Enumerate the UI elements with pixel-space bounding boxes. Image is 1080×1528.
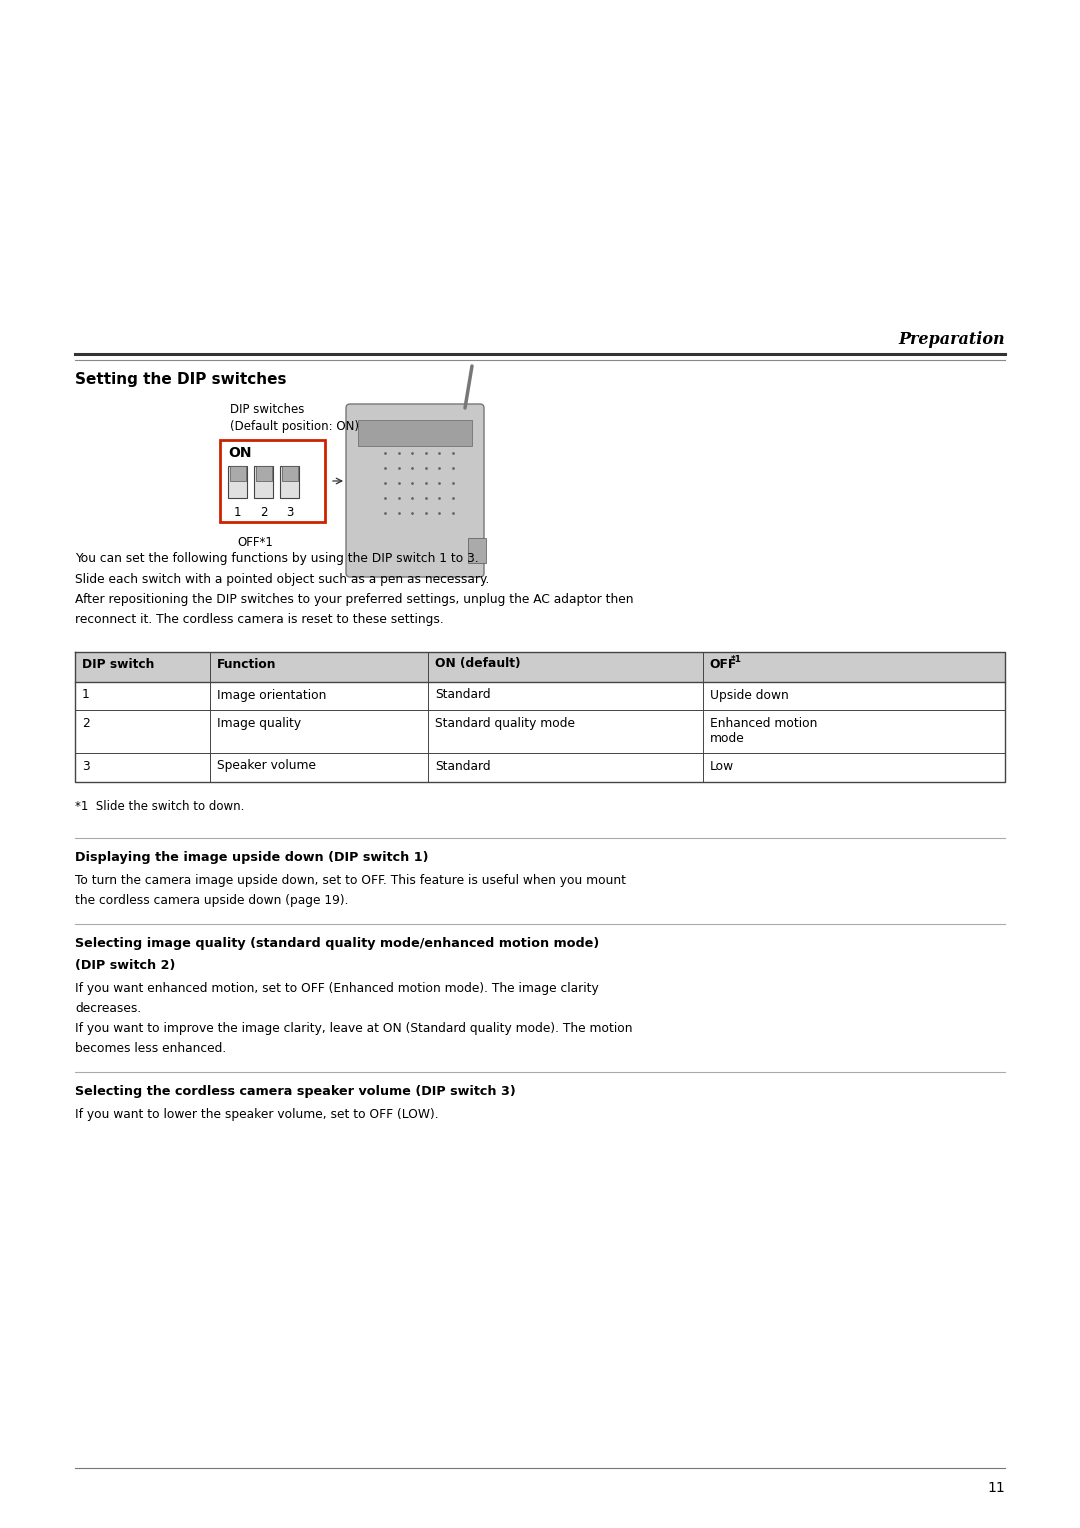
Text: (DIP switch 2): (DIP switch 2) (75, 958, 175, 972)
FancyBboxPatch shape (346, 403, 484, 578)
Text: Standard: Standard (435, 689, 491, 701)
Text: becomes less enhanced.: becomes less enhanced. (75, 1042, 226, 1054)
Bar (75, 753, 1005, 781)
Text: 3: 3 (286, 506, 293, 518)
Bar (75, 652, 1005, 681)
Text: Speaker volume: Speaker volume (217, 759, 315, 773)
Text: Function: Function (217, 657, 276, 671)
Text: If you want to improve the image clarity, leave at ON (Standard quality mode). T: If you want to improve the image clarity… (75, 1022, 633, 1034)
Text: Displaying the image upside down (DIP switch 1): Displaying the image upside down (DIP sw… (75, 851, 429, 863)
Text: DIP switches
(Default position: ON): DIP switches (Default position: ON) (230, 403, 359, 432)
Text: Upside down: Upside down (710, 689, 788, 701)
Text: Selecting image quality (standard quality mode/enhanced motion mode): Selecting image quality (standard qualit… (75, 937, 599, 950)
Text: Standard: Standard (435, 759, 491, 773)
Text: decreases.: decreases. (75, 1002, 141, 1015)
Text: 2: 2 (82, 717, 90, 730)
Bar (357, 420, 472, 446)
Bar (282, 466, 297, 481)
Text: Selecting the cordless camera speaker volume (DIP switch 3): Selecting the cordless camera speaker vo… (75, 1085, 516, 1099)
Text: ON: ON (228, 446, 252, 460)
Bar (256, 466, 271, 481)
Text: Image quality: Image quality (217, 717, 301, 730)
Text: 1: 1 (233, 506, 241, 518)
Text: *1  Slide the switch to down.: *1 Slide the switch to down. (75, 799, 244, 813)
Text: To turn the camera image upside down, set to OFF. This feature is useful when yo: To turn the camera image upside down, se… (75, 874, 626, 886)
Text: Enhanced motion
mode: Enhanced motion mode (710, 717, 818, 746)
Text: Image orientation: Image orientation (217, 689, 326, 701)
Text: If you want to lower the speaker volume, set to OFF (LOW).: If you want to lower the speaker volume,… (75, 1108, 438, 1122)
Text: Slide each switch with a pointed object such as a pen as necessary.: Slide each switch with a pointed object … (75, 573, 489, 585)
Text: Standard quality mode: Standard quality mode (435, 717, 576, 730)
Text: ON (default): ON (default) (435, 657, 521, 671)
Text: If you want enhanced motion, set to OFF (Enhanced motion mode). The image clarit: If you want enhanced motion, set to OFF … (75, 983, 598, 995)
Text: reconnect it. The cordless camera is reset to these settings.: reconnect it. The cordless camera is res… (75, 614, 444, 626)
Text: OFF: OFF (710, 657, 737, 671)
Text: Low: Low (710, 759, 734, 773)
Bar (75, 681, 1005, 711)
Text: You can set the following functions by using the DIP switch 1 to 3.: You can set the following functions by u… (75, 552, 478, 565)
Bar (75, 711, 1005, 753)
Text: After repositioning the DIP switches to your preferred settings, unplug the AC a: After repositioning the DIP switches to … (75, 593, 634, 607)
Text: the cordless camera upside down (page 19).: the cordless camera upside down (page 19… (75, 894, 349, 908)
Text: DIP switch: DIP switch (82, 657, 154, 671)
Bar (220, 440, 325, 523)
Text: 11: 11 (987, 1481, 1005, 1494)
Text: 2: 2 (260, 506, 267, 518)
Text: *1: *1 (731, 654, 742, 663)
Text: Preparation: Preparation (899, 332, 1005, 348)
Text: OFF*1: OFF*1 (237, 536, 273, 549)
Bar (230, 466, 245, 481)
Text: 1: 1 (82, 689, 90, 701)
Bar (254, 466, 273, 498)
Text: 3: 3 (82, 759, 90, 773)
Text: Setting the DIP switches: Setting the DIP switches (75, 371, 286, 387)
Bar (468, 538, 486, 562)
Bar (228, 466, 247, 498)
Bar (280, 466, 299, 498)
